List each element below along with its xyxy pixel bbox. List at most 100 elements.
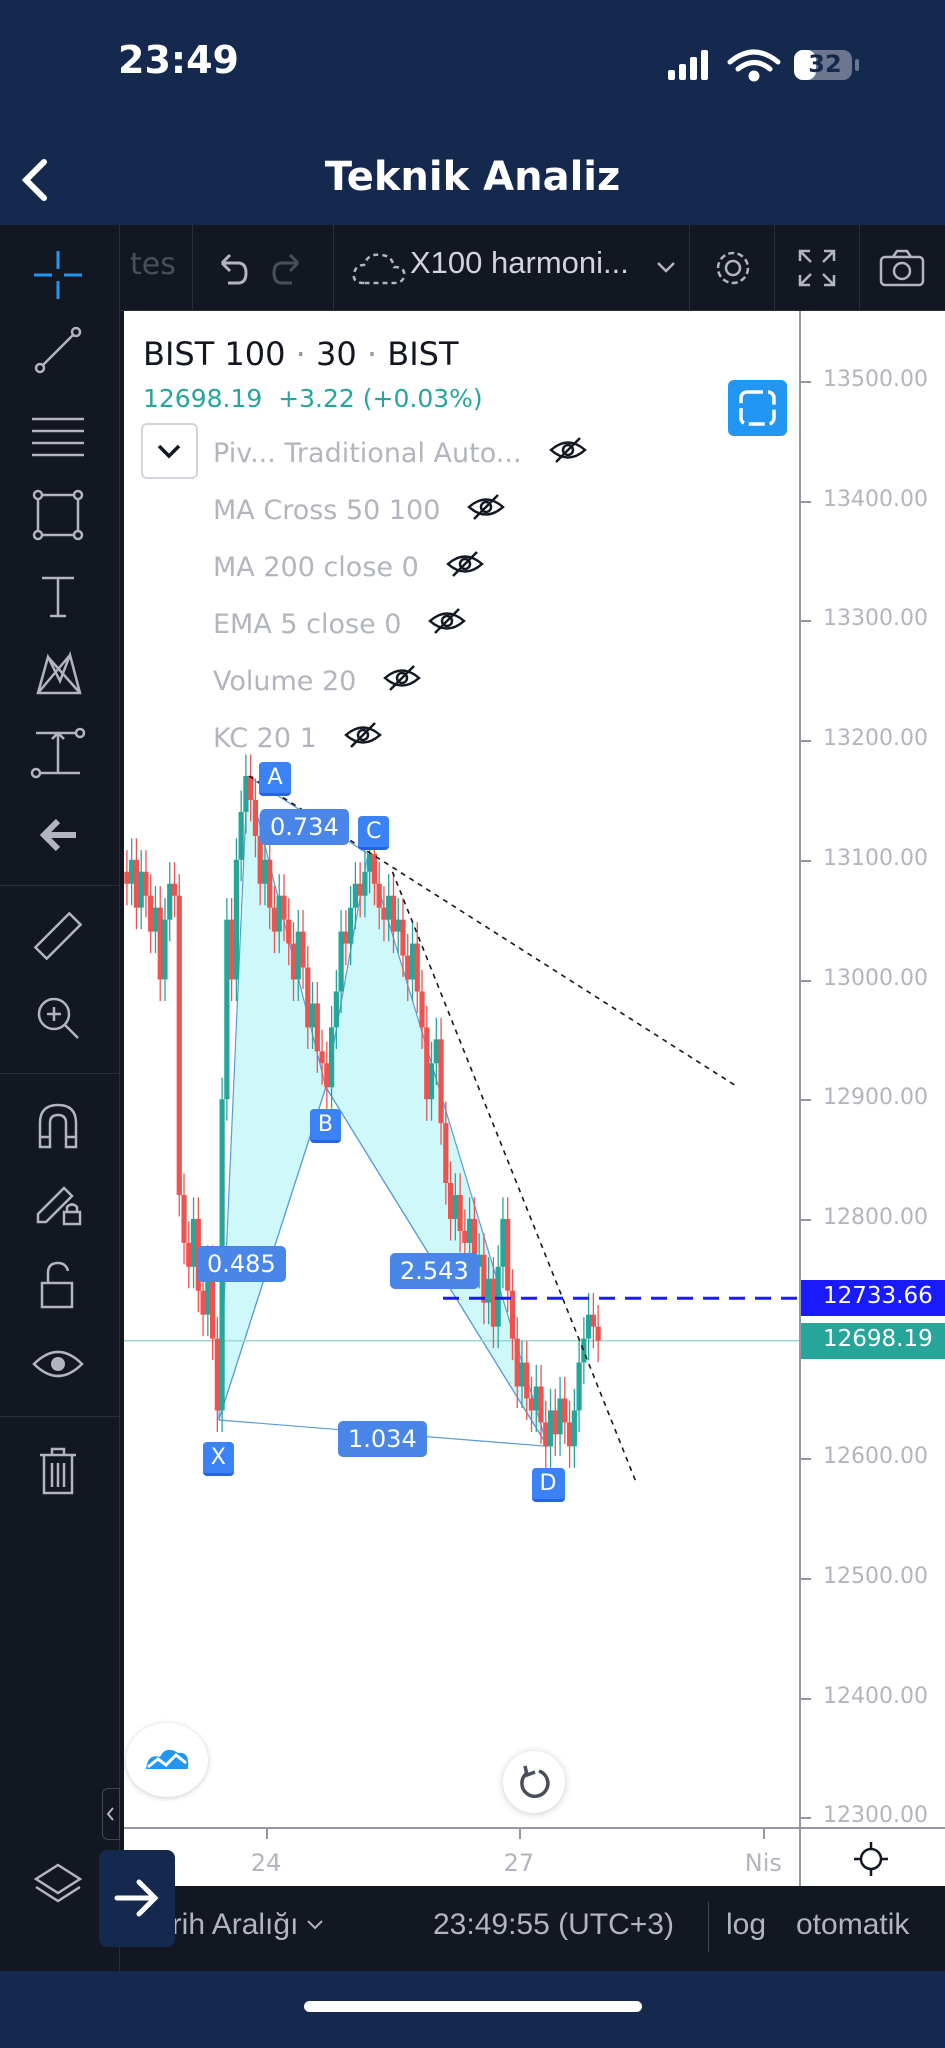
zoom-in-icon[interactable] [30, 990, 86, 1046]
candle-body [490, 1278, 497, 1327]
axis-settings-button[interactable] [799, 1827, 945, 1886]
crosshair-icon[interactable] [30, 247, 86, 303]
candle-body [343, 931, 349, 944]
eye-crossed-icon[interactable] [382, 663, 422, 700]
candle-body [257, 835, 263, 884]
clock[interactable]: 23:49:55 (UTC+3) [433, 1908, 674, 1941]
candle-body [367, 853, 373, 872]
price-chart[interactable] [124, 311, 799, 1827]
tab-partial[interactable]: tes [130, 247, 176, 282]
layout-name[interactable]: X100 harmoni... [410, 245, 629, 280]
magnet-icon[interactable] [30, 1097, 86, 1153]
camera-icon[interactable] [878, 247, 926, 289]
candle-body [171, 883, 178, 896]
chevron-left-icon[interactable] [18, 158, 54, 202]
text-icon[interactable] [30, 568, 86, 624]
price-tick-label: 13100.00 [823, 845, 928, 871]
pattern-point-B[interactable]: B [309, 1109, 341, 1144]
rectangle-icon[interactable] [30, 487, 86, 543]
reset-chart-button[interactable] [503, 1751, 565, 1813]
candle-body [571, 1410, 577, 1447]
legend-indicator[interactable]: MA Cross 50 100 [213, 492, 506, 529]
eye-crossed-icon[interactable] [548, 435, 588, 472]
candle-body [443, 1123, 449, 1183]
trash-icon[interactable] [30, 1443, 86, 1499]
pattern-point-A[interactable]: A [259, 762, 291, 796]
ratio-label-AC[interactable]: 0.734 [260, 809, 349, 845]
price-axis[interactable]: 13500.00 13400.00 13300.00 13200.00 13100.00… [799, 311, 945, 1828]
indicator-label: Volume 20 [213, 666, 357, 697]
candle-body [519, 1362, 525, 1387]
candle-body [276, 895, 282, 932]
legend-indicator[interactable]: Volume 20 [213, 663, 422, 700]
legend-indicator[interactable]: KC 20 1 [213, 720, 383, 757]
time-tick [266, 1829, 268, 1839]
trendline-icon[interactable] [30, 322, 86, 378]
legend-title: BIST 100 · 30 · BIST [143, 335, 459, 373]
legend-indicator[interactable]: Piv... Traditional Auto... [213, 435, 588, 472]
price-tick-label: 12900.00 [823, 1085, 928, 1111]
candle-body [562, 1398, 568, 1423]
time-axis[interactable]: 24 27 Nis [124, 1827, 799, 1886]
fullscreen-icon[interactable] [796, 247, 838, 289]
lock-drawing-icon[interactable] [30, 1174, 86, 1230]
legend-indicator[interactable]: EMA 5 close 0 [213, 606, 467, 643]
symbol: BIST 100 [143, 335, 286, 373]
home-indicator[interactable] [304, 2001, 642, 2012]
legend-indicator[interactable]: MA 200 close 0 [213, 549, 485, 586]
candle-body [286, 919, 292, 944]
eye-crossed-icon[interactable] [445, 549, 485, 586]
price-tick [801, 381, 811, 383]
unlock-icon[interactable] [30, 1257, 86, 1313]
eye-crossed-icon[interactable] [343, 720, 383, 757]
candle-body [152, 907, 159, 932]
status-icons [668, 49, 859, 82]
collapse-sidebar-handle[interactable] [102, 1788, 120, 1840]
arrow-left-icon[interactable] [30, 807, 86, 863]
candle-body [252, 799, 259, 836]
ruler-icon[interactable] [30, 908, 86, 964]
price-tick [801, 620, 811, 623]
ratio-label-XB[interactable]: 0.485 [197, 1246, 286, 1282]
ratio-label-BD[interactable]: 2.543 [390, 1253, 479, 1289]
price-change-percent: (+0.03%) [362, 384, 483, 413]
price-tick-label: 13400.00 [823, 486, 928, 512]
candle-body [428, 1063, 435, 1100]
price-range-icon[interactable] [30, 725, 86, 781]
fullscreen-chart-button[interactable] [728, 380, 787, 436]
eye-crossed-icon[interactable] [466, 492, 506, 529]
eye-crossed-icon[interactable] [427, 606, 467, 643]
auto-toggle[interactable]: otomatik [796, 1908, 910, 1941]
eye-icon[interactable] [30, 1336, 86, 1392]
ratio-label-XD[interactable]: 1.034 [338, 1421, 427, 1457]
rotate-icon [520, 1765, 550, 1799]
pattern-point-D[interactable]: D [531, 1468, 565, 1503]
log-toggle[interactable]: log [726, 1908, 767, 1941]
fib-retracement-icon[interactable] [30, 407, 86, 463]
battery-level: 32 [808, 50, 842, 78]
chevron-down-icon[interactable] [655, 259, 677, 275]
price-tick [801, 979, 811, 982]
candle-body [271, 907, 278, 932]
gear-icon[interactable] [710, 245, 756, 291]
legend-collapse-button[interactable] [141, 423, 198, 479]
undo-icon[interactable] [210, 249, 250, 289]
candle-body [262, 859, 268, 884]
chart-pane[interactable]: BIST 100 · 30 · BIST 12698.19 +3.22 (+0.… [124, 311, 799, 1827]
candle-body [371, 853, 378, 884]
candle-body [557, 1398, 563, 1435]
expand-toolbar-button[interactable] [99, 1850, 175, 1947]
last-price: 12698.19 [143, 384, 263, 413]
candle-body [333, 991, 339, 1028]
candle-body [457, 1194, 463, 1231]
divider [708, 1902, 709, 1952]
tradingview-logo-button[interactable] [126, 1723, 208, 1797]
pattern-icon[interactable] [30, 647, 86, 703]
candle-body [243, 776, 249, 812]
redo-icon[interactable] [270, 249, 310, 289]
layers-icon[interactable] [30, 1857, 86, 1913]
pattern-point-X[interactable]: X [202, 1441, 234, 1476]
cloud-icon [352, 253, 406, 285]
pattern-point-C[interactable]: C [358, 815, 390, 850]
candle-body [376, 883, 382, 908]
